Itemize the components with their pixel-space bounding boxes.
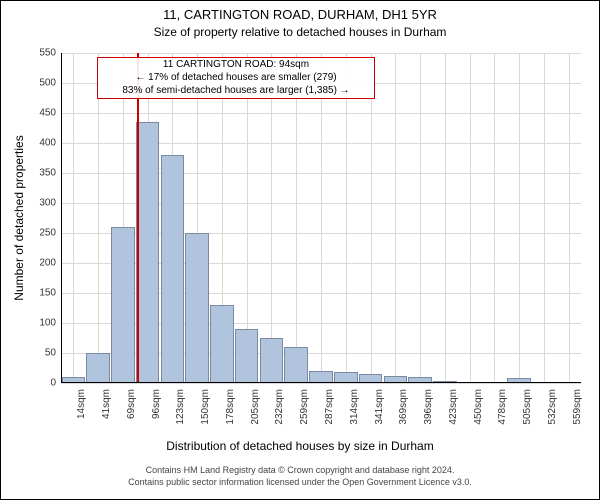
gridline <box>420 53 421 383</box>
bar <box>185 233 209 383</box>
annotation-box: 11 CARTINGTON ROAD: 94sqm← 17% of detach… <box>97 57 375 99</box>
gridline <box>569 53 570 383</box>
bar <box>136 122 160 383</box>
x-tick-label: 232sqm <box>274 389 285 439</box>
y-tick-label: 300 <box>26 198 56 209</box>
chart-plot-area <box>61 53 581 383</box>
x-tick-label: 369sqm <box>398 389 409 439</box>
page-title: 11, CARTINGTON ROAD, DURHAM, DH1 5YR <box>1 7 599 22</box>
y-tick-label: 250 <box>26 228 56 239</box>
x-tick-label: 14sqm <box>76 389 87 439</box>
footer-credits: Contains HM Land Registry data © Crown c… <box>1 465 599 488</box>
x-tick-label: 150sqm <box>200 389 211 439</box>
x-tick-label: 205sqm <box>250 389 261 439</box>
x-tick-label: 123sqm <box>175 389 186 439</box>
subtitle: Size of property relative to detached ho… <box>1 25 599 39</box>
y-tick-label: 500 <box>26 78 56 89</box>
y-tick-label: 0 <box>26 378 56 389</box>
gridline <box>61 383 581 384</box>
gridline <box>271 53 272 383</box>
x-tick-label: 532sqm <box>547 389 558 439</box>
gridline <box>494 53 495 383</box>
y-tick-label: 350 <box>26 168 56 179</box>
x-tick-label: 423sqm <box>448 389 459 439</box>
x-tick-label: 450sqm <box>473 389 484 439</box>
property-marker <box>137 53 139 383</box>
footer-line: Contains HM Land Registry data © Crown c… <box>1 465 599 477</box>
x-tick-label: 259sqm <box>299 389 310 439</box>
figure-outer: { "layout": { "width": 600, "height": 50… <box>0 0 600 500</box>
bar <box>210 305 234 383</box>
bar <box>161 155 185 383</box>
x-tick-label: 96sqm <box>151 389 162 439</box>
gridline <box>395 53 396 383</box>
y-tick-label: 200 <box>26 258 56 269</box>
x-tick-label: 41sqm <box>101 389 112 439</box>
gridline <box>544 53 545 383</box>
y-tick-label: 150 <box>26 288 56 299</box>
gridline <box>470 53 471 383</box>
footer-line: Contains public sector information licen… <box>1 477 599 489</box>
annotation-line: 11 CARTINGTON ROAD: 94sqm <box>98 58 374 71</box>
bar <box>86 353 110 383</box>
x-tick-label: 396sqm <box>423 389 434 439</box>
x-tick-label: 287sqm <box>324 389 335 439</box>
y-tick-label: 400 <box>26 138 56 149</box>
x-tick-label: 505sqm <box>522 389 533 439</box>
x-tick-label: 314sqm <box>349 389 360 439</box>
gridline <box>98 53 99 383</box>
gridline <box>519 53 520 383</box>
x-tick-label: 69sqm <box>126 389 137 439</box>
gridline <box>371 53 372 383</box>
x-tick-label: 559sqm <box>572 389 583 439</box>
annotation-line: ← 17% of detached houses are smaller (27… <box>98 71 374 84</box>
y-tick-label: 450 <box>26 108 56 119</box>
x-tick-label: 178sqm <box>225 389 236 439</box>
y-axis-line <box>61 53 62 383</box>
bar <box>111 227 135 383</box>
x-tick-label: 341sqm <box>374 389 385 439</box>
gridline <box>73 53 74 383</box>
bar <box>235 329 259 383</box>
bar <box>284 347 308 383</box>
y-tick-label: 50 <box>26 348 56 359</box>
y-tick-label: 100 <box>26 318 56 329</box>
y-tick-label: 550 <box>26 48 56 59</box>
gridline <box>296 53 297 383</box>
gridline <box>445 53 446 383</box>
x-axis-label: Distribution of detached houses by size … <box>1 439 599 453</box>
x-tick-label: 478sqm <box>497 389 508 439</box>
y-axis-label: Number of detached properties <box>12 135 26 300</box>
gridline <box>346 53 347 383</box>
bar <box>260 338 284 383</box>
gridline <box>321 53 322 383</box>
x-axis-line <box>61 382 581 383</box>
annotation-line: 83% of semi-detached houses are larger (… <box>98 84 374 97</box>
